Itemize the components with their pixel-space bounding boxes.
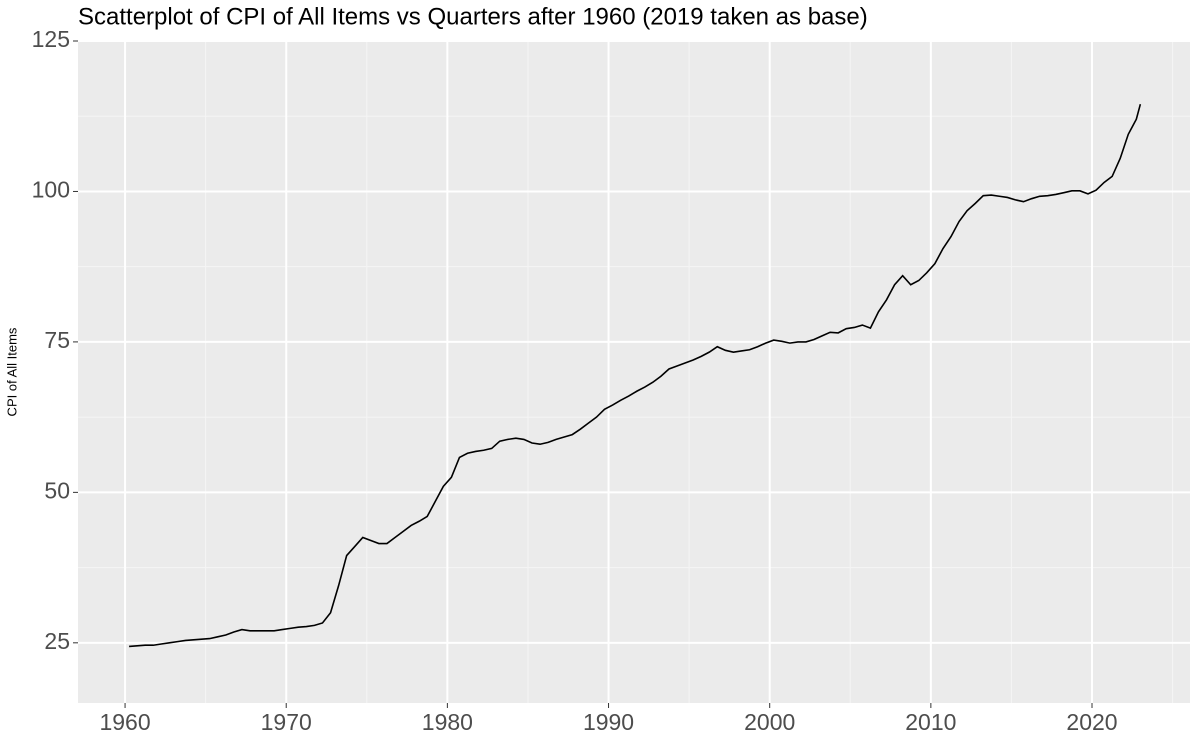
x-tick-label: 2000 [744,709,795,735]
chart-title: Scatterplot of CPI of All Items vs Quart… [78,3,868,30]
x-tick-label: 1970 [261,709,312,735]
x-tick-label: 1980 [422,709,473,735]
x-tick-label: 1990 [583,709,634,735]
data-line [129,103,1142,648]
y-axis-label: CPI of All Items [4,327,19,416]
x-tick-label: 1960 [99,709,150,735]
plot-panel [78,41,1190,703]
y-tick-label: 25 [44,628,70,654]
y-tick-label: 50 [44,477,70,503]
y-tick-label: 125 [32,26,70,52]
y-tick-label: 100 [32,177,70,203]
y-tick-label: 75 [44,327,70,353]
x-tick-label: 2010 [905,709,956,735]
x-tick-label: 2020 [1066,709,1117,735]
